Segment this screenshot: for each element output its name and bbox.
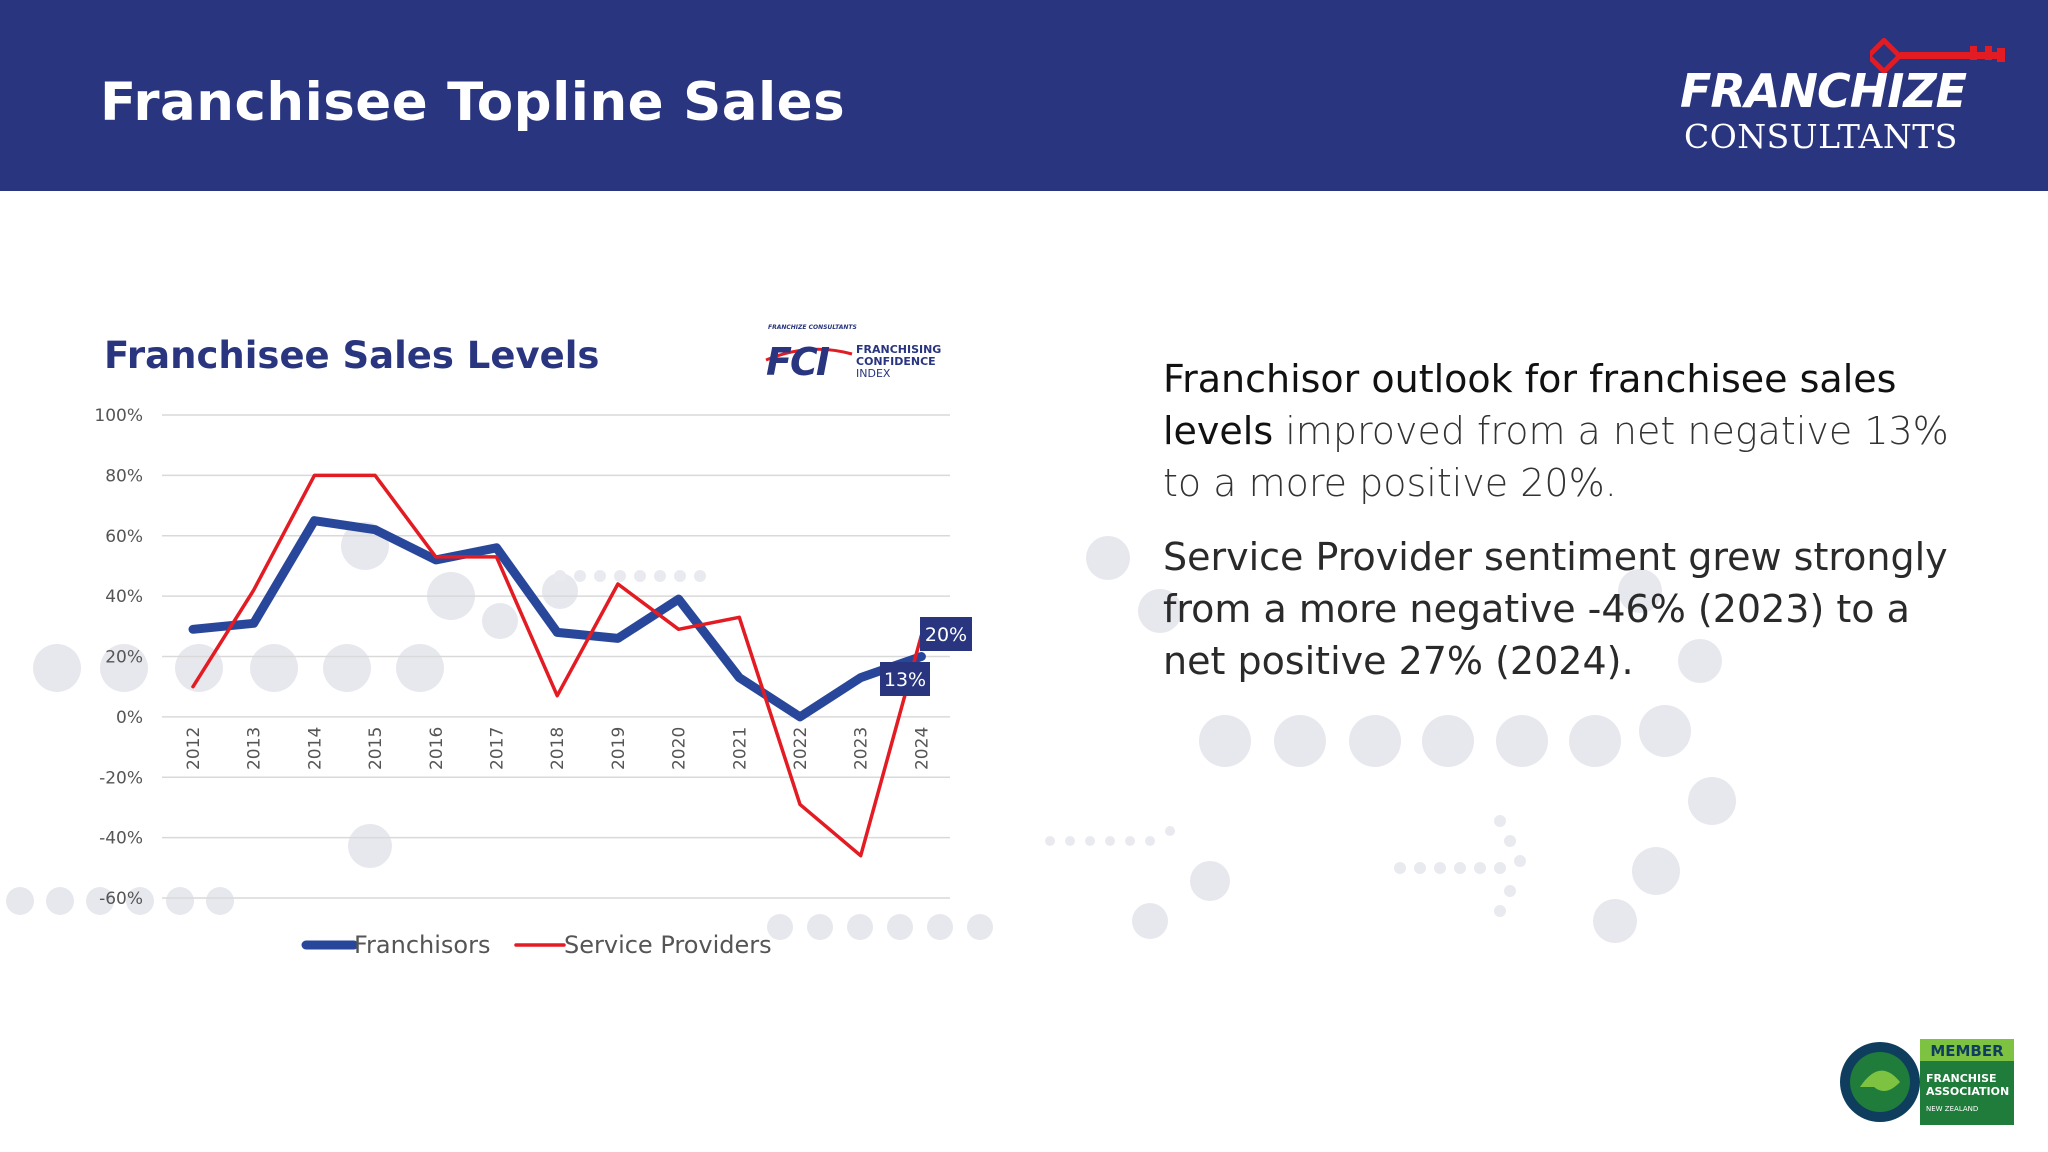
badge-line-2: ASSOCIATION [1926,1085,2009,1098]
y-tick-label: -60% [99,889,143,909]
y-tick-label: 100% [94,406,143,426]
fci-swoosh-icon [765,347,853,362]
fci-logo: FRANCHIZE CONSULTANTS FCI FRANCHISING CO… [764,322,941,384]
x-tick-label: 2014 [305,727,325,770]
y-tick-label: 20% [105,648,143,668]
x-tick-label: 2018 [548,727,568,770]
data-label-box [920,617,972,651]
fci-line-2: CONFIDENCE [856,355,936,368]
header-band: Franchisee Topline Sales FRANCHIZE CONSU… [0,0,2048,191]
legend-label: Franchisors [354,931,490,959]
x-tick-label: 2012 [184,727,204,770]
y-tick-label: -20% [99,768,143,788]
chart-title: Franchisee Sales Levels [104,334,600,377]
chart-legend: Franchisors Service Providers [301,931,772,959]
commentary-paragraph-1: Franchisor outlook for franchisee sales … [1163,353,1983,509]
y-tick-label: -40% [99,829,143,849]
fci-letters: FCI [766,340,830,384]
commentary-highlight: Franchisor outlook for franchisee sales … [1163,357,1897,453]
y-tick-label: 40% [105,587,143,607]
data-label: 13% [884,669,926,691]
data-label-box [880,662,930,696]
x-axis-ticks: 2012 2013 2014 2015 2016 2017 2018 2019 2020 2021… [184,727,932,770]
badge-line-3: NEW ZEALAND [1926,1105,1978,1113]
background-dot-arrows [6,522,1736,943]
y-tick-label: 60% [105,527,143,547]
y-tick-label: 80% [105,466,143,486]
badge-line-1: FRANCHISE [1926,1072,1997,1085]
fci-logo-small-text: FRANCHIZE CONSULTANTS [768,324,857,331]
legend-label: Service Providers [564,931,772,959]
page-title: Franchisee Topline Sales [100,72,846,133]
franchise-association-nz-badge: MEMBER FRANCHISE ASSOCIATION NEW ZEALAND [1838,1037,2016,1127]
line-chart: 100%80%60%40%20%0%-20%-40%-60% 2012 2013 2… [94,406,972,959]
data-label: 20% [925,624,967,646]
x-tick-label: 2017 [488,727,508,770]
x-tick-label: 2016 [427,727,447,770]
fci-line-3: INDEX [856,367,891,380]
y-axis-ticks: 100% 80% 60% 40% 20% 0% -20% -40% -60% [94,406,143,909]
x-tick-label: 2023 [852,727,872,770]
chart-gridlines [162,414,950,899]
y-tick-label: 0% [116,708,143,728]
commentary-paragraph-2: Service Provider sentiment grew strongly… [1163,535,1948,683]
x-tick-label: 2022 [791,727,811,770]
badge-member-text: MEMBER [1930,1042,2004,1060]
x-tick-label: 2021 [730,727,750,770]
logo-wordmark-top: FRANCHIZE [1680,64,1967,118]
x-tick-label: 2015 [366,727,386,770]
series-line-service-providers [191,473,924,858]
x-tick-label: 2024 [912,727,932,770]
series-line-franchisors [188,516,926,722]
fci-subtitle: FRANCHISING CONFIDENCE INDEX [856,344,941,380]
x-tick-label: 2019 [609,727,629,770]
commentary-rest: improved from a net negative 13% to a mo… [1163,409,1949,505]
chart-annotations: 13% 20% [880,617,972,696]
fci-line-1: FRANCHISING [856,343,942,356]
commentary: Franchisor outlook for franchisee sales … [1163,353,1983,709]
franchize-consultants-logo: FRANCHIZE CONSULTANTS [1680,38,2010,158]
x-tick-label: 2013 [245,727,265,770]
x-tick-label: 2020 [670,727,690,770]
logo-wordmark-bottom: CONSULTANTS [1684,117,1958,156]
chart-series [188,473,926,858]
key-icon [1870,38,2005,76]
